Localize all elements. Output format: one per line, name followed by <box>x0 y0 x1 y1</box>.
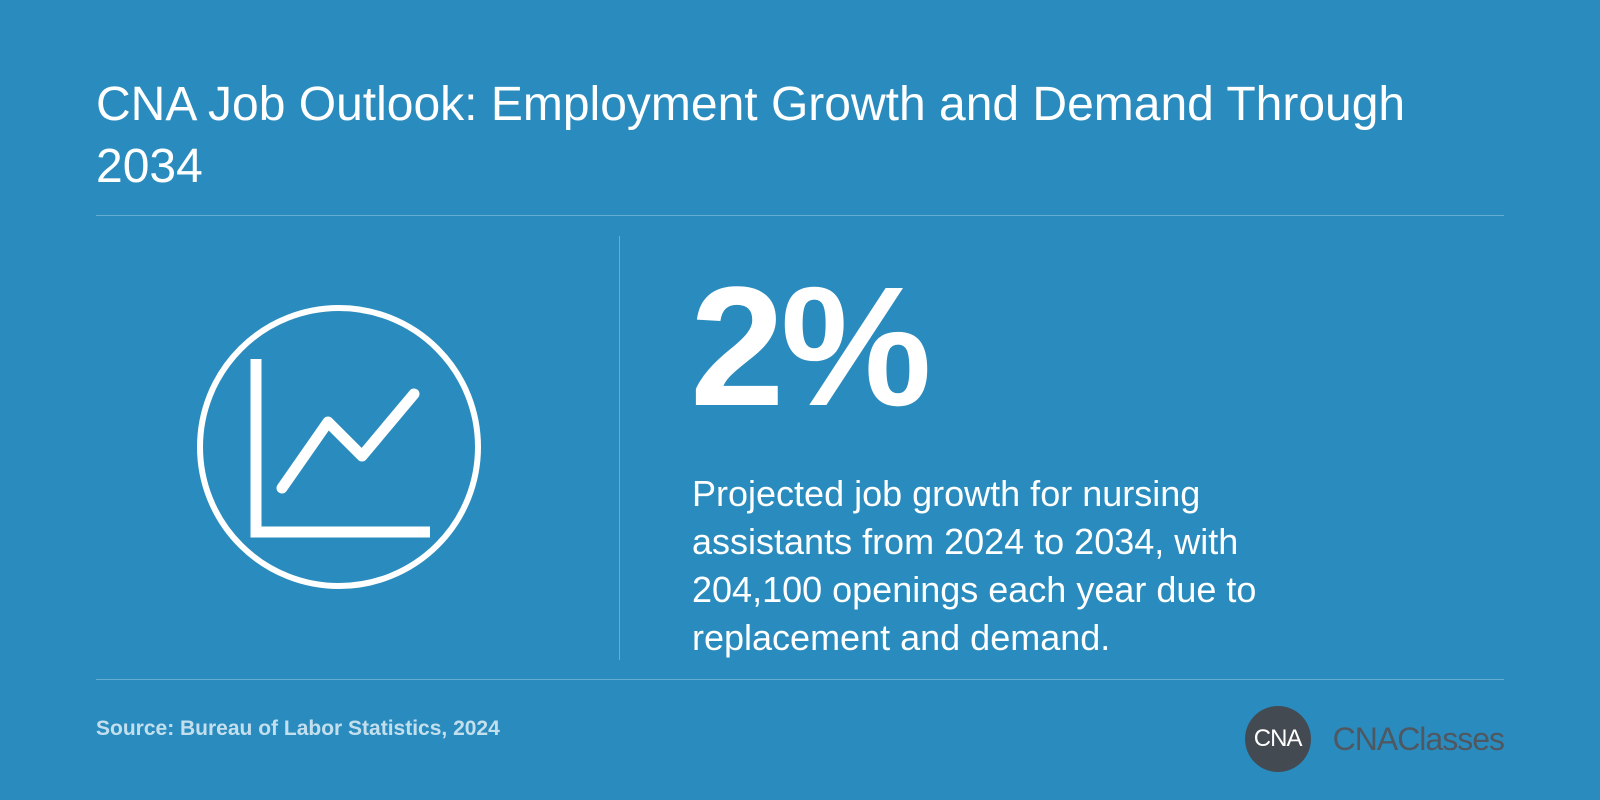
brand-name: CNAClasses <box>1332 720 1505 757</box>
stat-description: Projected job growth for nursing assista… <box>692 473 1257 658</box>
line-chart-icon <box>196 304 482 590</box>
source-note: Source: Bureau of Labor Statistics, 2024 <box>96 717 500 740</box>
bottom-divider <box>96 679 1504 680</box>
top-divider <box>96 215 1504 216</box>
brand-badge: CNA <box>1244 706 1311 772</box>
stat-value: 2% <box>690 252 932 442</box>
page-title: CNA Job Outlook: Employment Growth and D… <box>96 78 1406 193</box>
brand-logo: CNA CNAClasses <box>1244 706 1505 772</box>
vertical-divider <box>619 236 620 660</box>
